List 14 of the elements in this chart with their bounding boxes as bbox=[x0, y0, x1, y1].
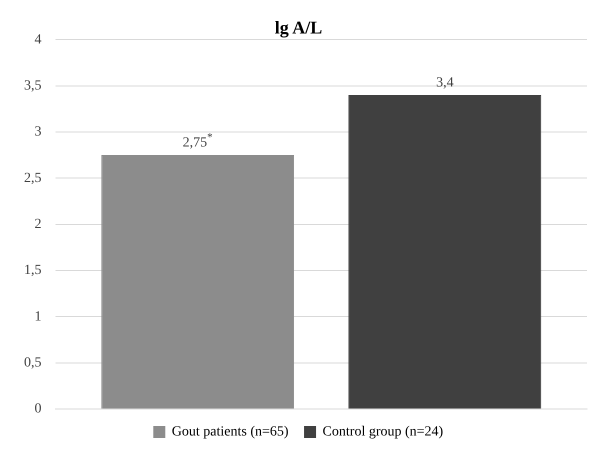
y-tick-label: 0 bbox=[34, 402, 42, 417]
data-label: 3,4 bbox=[436, 76, 454, 91]
y-tick-label: 2 bbox=[34, 216, 42, 232]
y-tick-label: 1 bbox=[34, 309, 42, 324]
data-label: 2,75* bbox=[182, 131, 213, 151]
y-tick-label: 0,5 bbox=[24, 355, 42, 370]
chart-title: lg A/L bbox=[274, 17, 322, 38]
y-tick-label: 1,5 bbox=[24, 263, 42, 278]
y-tick-label: 4 bbox=[34, 32, 42, 48]
y-tick-label: 3,5 bbox=[24, 78, 42, 94]
y-tick-label: 2,5 bbox=[24, 170, 42, 186]
legend-label: Control group (n=24) bbox=[322, 424, 444, 440]
y-tick-label: 3 bbox=[34, 124, 42, 140]
legend-label: Gout patients (n=65) bbox=[172, 424, 289, 440]
